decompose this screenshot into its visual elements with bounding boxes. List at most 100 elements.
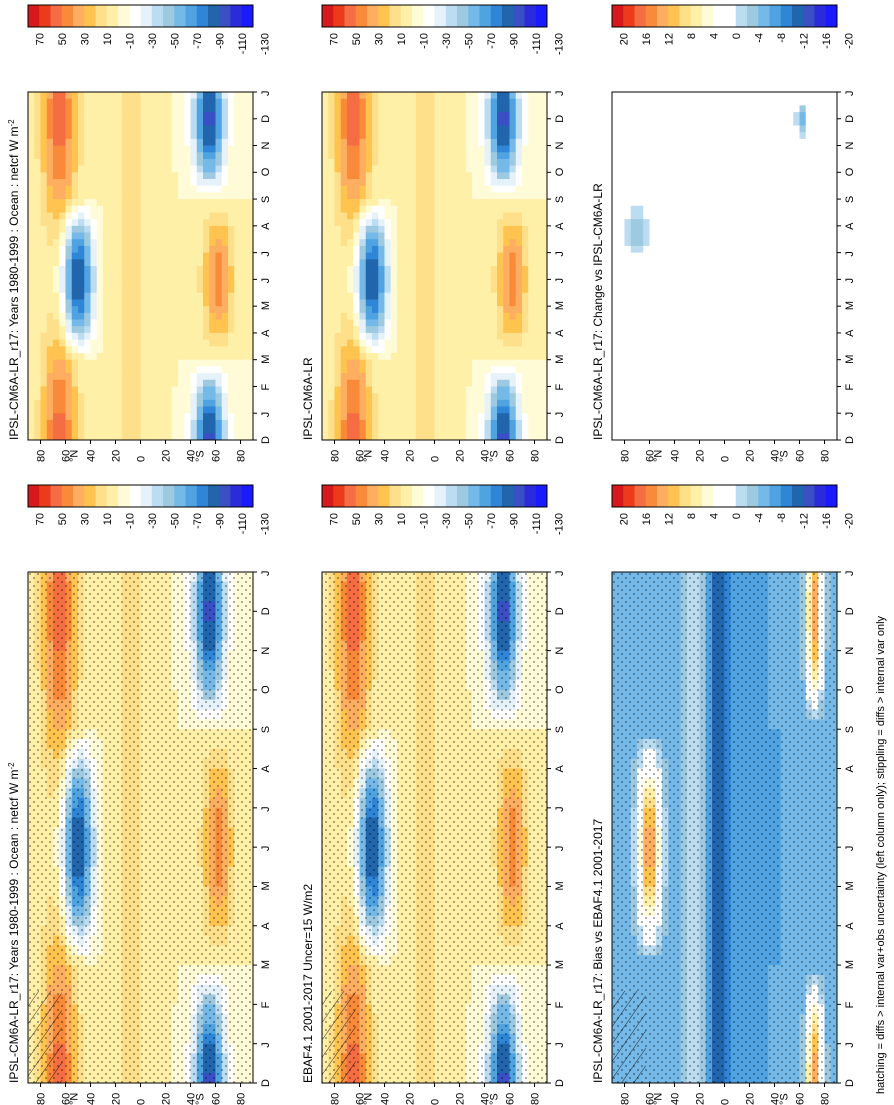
heatmap-cell [240,353,248,361]
heatmap-cell [96,433,104,441]
heatmap-cell [90,185,98,193]
heatmap-cell [46,406,54,414]
heatmap-cell [140,165,148,173]
month-tick-label: S [260,196,272,203]
stipple-overlay [28,572,253,1083]
heatmap-cell [78,219,85,227]
heatmap-cell [71,112,79,120]
heatmap-cell [209,306,216,314]
heatmap-cell [215,319,223,327]
heatmap-cell [115,145,123,153]
heatmap-cell [146,172,154,180]
heatmap-cell [203,353,210,361]
heatmap-cell [215,239,223,247]
heatmap-cell [165,252,173,260]
heatmap-cell [28,165,35,173]
heatmap-cell [203,205,210,213]
heatmap-cell [128,319,135,327]
heatmap-cell [53,373,60,381]
heatmap-cell [90,272,98,280]
heatmap-cell [65,172,73,180]
heatmap-cell [121,98,129,106]
heatmap-cell [196,332,204,341]
panel-title: IPSL-CM6A-LR_r17: Years 1980-1999 : Ocea… [7,119,22,440]
heatmap-cell [234,185,241,193]
heatmap-cell [96,312,104,320]
heatmap-cell [46,212,54,220]
heatmap-cell [59,306,66,314]
lat-unit-s: °S [195,450,207,462]
heatmap-cell [153,112,160,120]
heatmap-cell [240,379,248,387]
heatmap-cell [121,185,129,193]
heatmap-cell [203,419,210,428]
heatmap-cell [46,299,54,307]
heatmap-cell [190,339,198,347]
heatmap-cell [153,92,160,100]
heatmap-cell [165,225,173,233]
heatmap-cell [140,279,148,287]
heatmap-cell [34,419,41,428]
heatmap-cell [215,245,223,254]
heatmap-cell [96,172,104,180]
heatmap-cell [171,386,179,394]
heatmap-cell [203,306,210,314]
heatmap-cell [65,279,73,287]
heatmap-cell [203,199,210,207]
heatmap-cell [109,286,116,294]
heatmap-cell [121,158,129,167]
heatmap-cell [196,433,204,441]
heatmap-cell [134,138,141,146]
heatmap-cell [196,152,204,160]
heatmap-cell [78,292,85,300]
heatmap-cell [203,158,210,167]
heatmap-cell [190,353,198,361]
heatmap-cell [128,353,135,361]
heatmap-cell [246,406,254,414]
heatmap-cell [34,286,41,294]
heatmap-cell [171,165,179,173]
heatmap-cell [215,205,223,213]
heatmap-cell [215,312,223,320]
heatmap-cell [34,319,41,327]
heatmap-cell [165,118,173,126]
heatmap-cell [240,152,248,160]
heatmap-cell [165,105,173,113]
heatmap-cell [103,225,110,233]
heatmap-cell [165,98,173,106]
heatmap-cell [171,138,179,146]
heatmap-cell [53,199,60,207]
heatmap-cell [178,165,185,173]
heatmap-cell [184,259,191,267]
heatmap-cell [228,306,235,314]
heatmap-cell [234,292,241,300]
heatmap-cell [103,239,110,247]
heatmap-cell [171,158,179,167]
heatmap-cell [159,199,166,207]
heatmap-cell [115,192,123,200]
heatmap-cell [109,419,116,428]
heatmap-cell [209,245,216,254]
heatmap-cell [234,252,241,260]
heatmap-cell [228,413,235,421]
heatmap-cell [71,205,79,213]
heatmap-cell [109,353,116,361]
heatmap-cell [209,185,216,193]
heatmap-cell [203,426,210,434]
heatmap-cell [53,326,60,334]
heatmap-cell [221,212,229,220]
heatmap-cell [96,132,104,140]
heatmap-cell [246,158,254,167]
heatmap-cell [228,105,235,113]
heatmap-cell [34,426,41,434]
heatmap-cell [134,212,141,220]
heatmap-cell [128,399,135,407]
heatmap-cell [228,259,235,267]
heatmap-cell [184,359,191,367]
heatmap-cell [84,125,91,133]
heatmap-cell [84,406,91,414]
heatmap-cell [209,172,216,180]
heatmap-cell [28,326,35,334]
heatmap-cell [234,379,241,387]
heatmap-cell [90,98,98,106]
